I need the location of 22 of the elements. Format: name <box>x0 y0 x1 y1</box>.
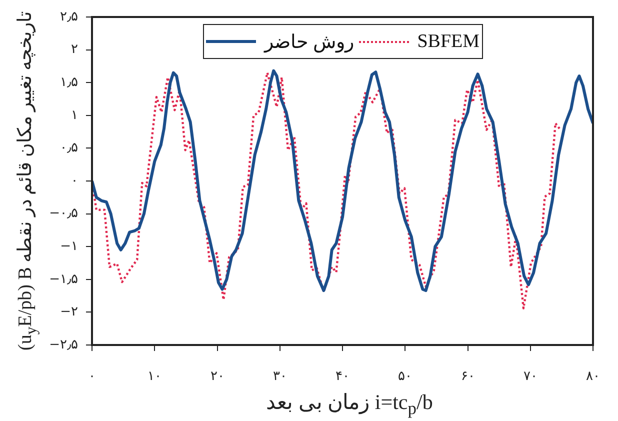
y-tick-label: −۱٫۵ <box>49 272 78 287</box>
x-tick-label: ۷۰ <box>523 369 538 384</box>
legend-label: روش حاضر <box>264 30 354 54</box>
x-tick-label: ۶۰ <box>460 369 475 384</box>
y-tick-label: −۲ <box>60 304 78 320</box>
x-tick-label: ۵۰ <box>398 369 412 384</box>
y-tick-label: ۰ <box>71 173 78 188</box>
y-tick-label: −۱ <box>60 238 78 254</box>
y-tick-label: −۰٫۵ <box>49 206 78 222</box>
x-tick-label: ۰ <box>88 369 96 384</box>
legend-label: SBFEM <box>417 30 480 52</box>
y-tick-label: ۲ <box>71 42 78 58</box>
y-tick-label: ۲٫۵ <box>60 9 78 24</box>
y-tick-label: ۱ <box>71 108 78 123</box>
x-tick-label: ۲۰ <box>210 369 224 384</box>
x-tick-label: ۸۰ <box>586 369 600 384</box>
y-tick-label: ۱٫۵ <box>60 74 78 90</box>
x-tick-label: ۴۰ <box>336 369 350 384</box>
y-tick-label: −۲٫۵ <box>49 337 78 352</box>
x-tick-label: ۳۰ <box>272 369 287 384</box>
y-tick-label: ۰٫۵ <box>60 140 78 156</box>
x-tick-label: ۱۰ <box>148 369 162 384</box>
